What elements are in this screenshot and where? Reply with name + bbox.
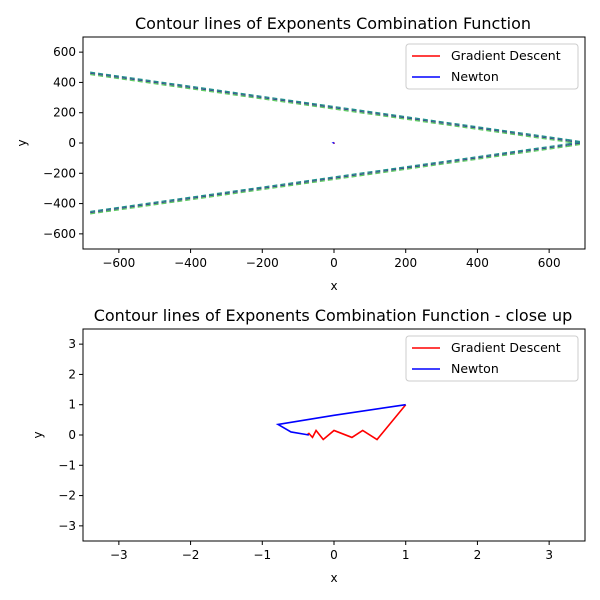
x-tick-label: −1 xyxy=(253,548,271,562)
contour-line-1 xyxy=(90,145,568,215)
y-tick-label: 3 xyxy=(68,337,76,351)
x-tick-label: −200 xyxy=(246,256,279,270)
chart-bottom: Contour lines of Exponents Combination F… xyxy=(31,306,586,585)
contour-line-3 xyxy=(566,141,582,145)
y-tick-label: −600 xyxy=(43,227,76,241)
x-tick-label: 400 xyxy=(466,256,489,270)
y-tick-label: 2 xyxy=(68,367,76,381)
y-tick-label: −3 xyxy=(58,519,76,533)
legend-box xyxy=(405,43,579,90)
contour-line-1 xyxy=(90,143,568,213)
chart-title: Contour lines of Exponents Combination F… xyxy=(94,306,573,325)
x-tick-label: 600 xyxy=(538,256,561,270)
contour-line-0 xyxy=(90,73,568,143)
contour-line-3 xyxy=(566,143,582,148)
y-tick-label: 600 xyxy=(53,45,76,59)
y-tick-label: −400 xyxy=(43,197,76,211)
chart-top: Contour lines of Exponents Combination F… xyxy=(15,14,586,293)
y-tick-label: 0 xyxy=(68,136,76,150)
x-tick-label: 1 xyxy=(402,548,410,562)
series-line-1 xyxy=(275,403,406,436)
legend-gd-label: Gradient Descent xyxy=(451,340,561,355)
legend-newton-label: Newton xyxy=(451,361,499,376)
legend: Gradient Descent Newton xyxy=(405,335,579,382)
y-tick-label: 200 xyxy=(53,106,76,120)
x-tick-label: 0 xyxy=(330,548,338,562)
y-tick-label: −1 xyxy=(58,458,76,472)
x-tick-label: −3 xyxy=(110,548,128,562)
y-tick-label: 1 xyxy=(68,398,76,412)
contour-line-0 xyxy=(90,71,568,141)
x-tick-label: −400 xyxy=(174,256,207,270)
x-axis-label: x xyxy=(330,571,337,585)
legend-box xyxy=(405,335,579,382)
x-tick-label: 0 xyxy=(330,256,338,270)
x-tick-label: −2 xyxy=(182,548,200,562)
contour-line-0 xyxy=(90,72,568,142)
legend: Gradient Descent Newton xyxy=(405,43,579,90)
y-axis-label: y xyxy=(31,431,45,438)
x-tick-label: −600 xyxy=(102,256,135,270)
y-tick-label: −200 xyxy=(43,166,76,180)
legend-newton-label: Newton xyxy=(451,69,499,84)
x-axis-label: x xyxy=(330,279,337,293)
y-axis-label: y xyxy=(15,139,29,146)
contour-line-3 xyxy=(566,142,582,146)
y-tick-label: 400 xyxy=(53,75,76,89)
y-tick-label: −2 xyxy=(58,489,76,503)
legend-gd-label: Gradient Descent xyxy=(451,48,561,63)
contour-line-1 xyxy=(90,144,568,214)
y-tick-label: 0 xyxy=(68,428,76,442)
chart-title: Contour lines of Exponents Combination F… xyxy=(135,14,531,33)
x-tick-label: 3 xyxy=(545,548,553,562)
series-line-0 xyxy=(306,404,407,441)
x-tick-label: 2 xyxy=(474,548,482,562)
x-tick-label: 200 xyxy=(394,256,417,270)
contour-line-2 xyxy=(566,138,582,143)
